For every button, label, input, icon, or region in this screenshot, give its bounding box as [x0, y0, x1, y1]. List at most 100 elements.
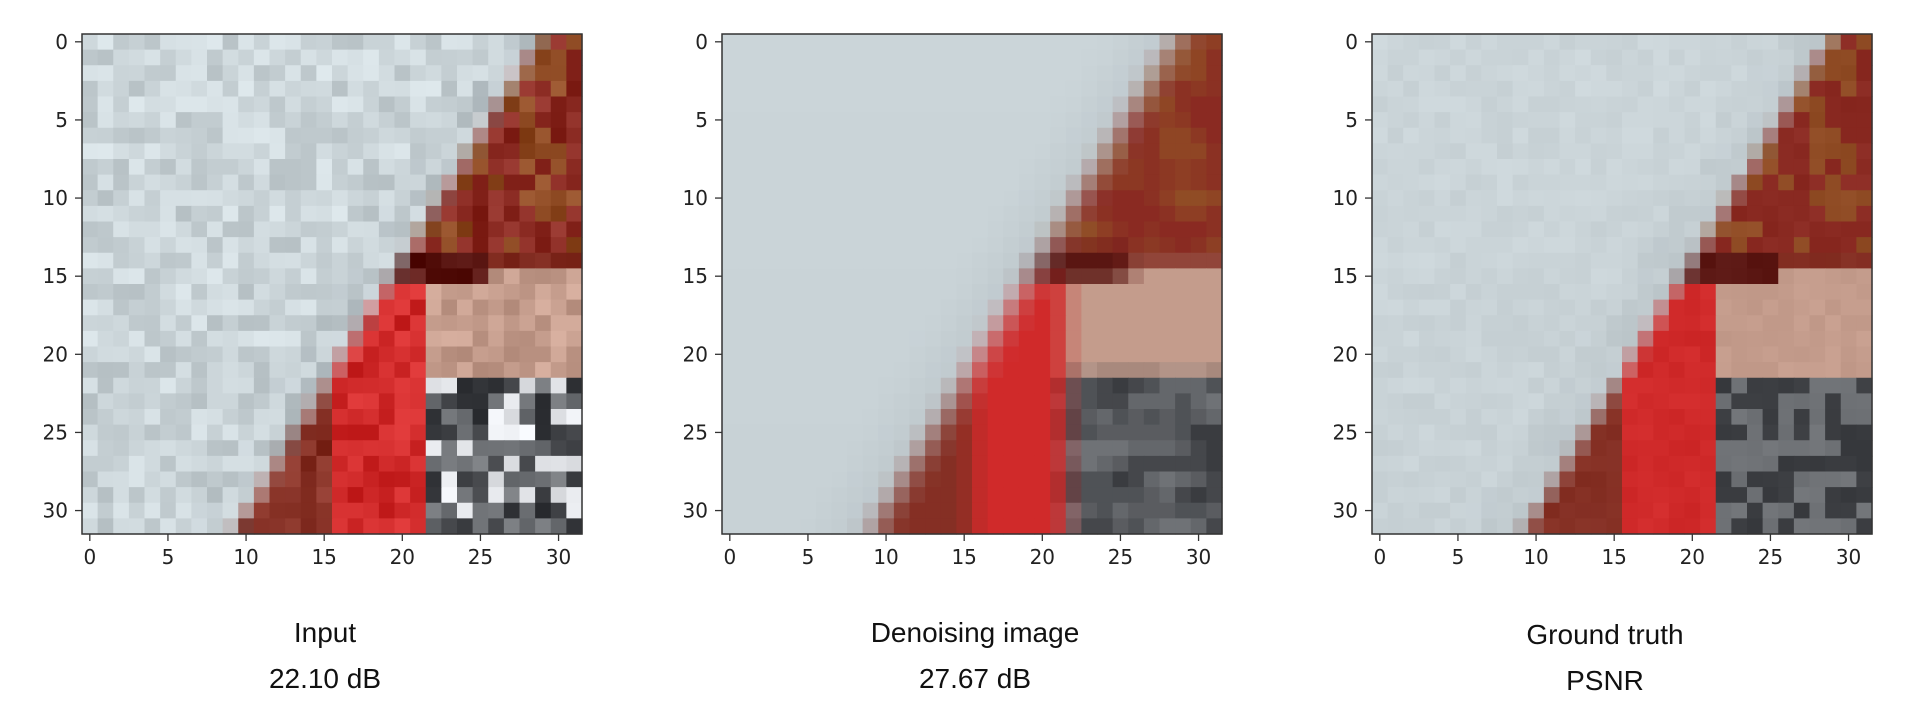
image-pixel [800, 472, 816, 488]
image-pixel [1763, 315, 1779, 331]
image-pixel [1497, 487, 1513, 503]
y-tick-label: 5 [55, 108, 68, 132]
image-pixel [191, 503, 207, 519]
image-pixel [956, 347, 972, 363]
image-pixel [1747, 50, 1763, 66]
image-pixel [1606, 190, 1622, 206]
image-pixel [1544, 268, 1560, 284]
image-pixel [769, 503, 785, 519]
x-tick-label: 10 [1523, 545, 1548, 569]
image-pixel [1528, 50, 1544, 66]
image-pixel [1560, 409, 1576, 425]
image-pixel [1097, 503, 1113, 519]
image-pixel [1066, 143, 1082, 159]
image-pixel [395, 347, 411, 363]
image-pixel [1606, 81, 1622, 97]
image-pixel [363, 128, 379, 144]
image-pixel [223, 362, 239, 378]
image-pixel [878, 487, 894, 503]
image-pixel [285, 347, 301, 363]
image-pixel [847, 409, 863, 425]
image-pixel [847, 440, 863, 456]
image-pixel [1731, 518, 1747, 534]
image-pixel [1794, 315, 1810, 331]
image-pixel [1450, 518, 1466, 534]
image-pixel [1097, 284, 1113, 300]
image-pixel [176, 487, 192, 503]
image-pixel [785, 378, 801, 394]
image-pixel [1035, 175, 1051, 191]
image-pixel [426, 128, 442, 144]
image-pixel [831, 331, 847, 347]
image-pixel [1206, 128, 1222, 144]
image-pixel [457, 34, 473, 50]
image-pixel [1560, 253, 1576, 269]
image-pixel [722, 222, 738, 238]
image-pixel [1050, 347, 1066, 363]
image-pixel [738, 409, 754, 425]
image-pixel [1778, 425, 1794, 441]
image-pixel [1747, 503, 1763, 519]
image-pixel [1513, 206, 1529, 222]
image-pixel [1825, 175, 1841, 191]
image-pixel [1481, 300, 1497, 316]
image-pixel [910, 440, 926, 456]
image-pixel [769, 300, 785, 316]
image-pixel [426, 347, 442, 363]
image-pixel [1591, 487, 1607, 503]
image-pixel [1191, 378, 1207, 394]
image-pixel [753, 347, 769, 363]
image-pixel [1450, 300, 1466, 316]
image-pixel [1575, 190, 1591, 206]
image-pixel [1794, 206, 1810, 222]
image-pixel [1810, 347, 1826, 363]
image-pixel [972, 253, 988, 269]
image-pixel [473, 331, 489, 347]
image-pixel [1560, 81, 1576, 97]
image-pixel [1050, 253, 1066, 269]
image-pixel [925, 347, 941, 363]
image-pixel [160, 284, 176, 300]
image-pixel [1191, 190, 1207, 206]
image-pixel [316, 190, 332, 206]
image-pixel [270, 300, 286, 316]
image-pixel [1638, 347, 1654, 363]
image-pixel [1700, 362, 1716, 378]
image-pixel [82, 425, 98, 441]
image-pixel [1747, 206, 1763, 222]
image-pixel [863, 159, 879, 175]
image-pixel [301, 347, 317, 363]
image-pixel [1206, 487, 1222, 503]
image-pixel [894, 159, 910, 175]
image-pixel [1450, 190, 1466, 206]
image-pixel [1560, 347, 1576, 363]
image-pixel [1050, 65, 1066, 81]
image-pixel [1003, 268, 1019, 284]
image-pixel [82, 456, 98, 472]
image-pixel [1669, 425, 1685, 441]
image-pixel [1450, 222, 1466, 238]
image-pixel [1591, 50, 1607, 66]
image-pixel [956, 65, 972, 81]
image-pixel [551, 315, 567, 331]
image-pixel [301, 503, 317, 519]
image-pixel [863, 300, 879, 316]
image-pixel [363, 315, 379, 331]
image-pixel [1544, 128, 1560, 144]
image-pixel [1653, 503, 1669, 519]
image-pixel [910, 190, 926, 206]
image-pixel [1066, 347, 1082, 363]
image-pixel [176, 253, 192, 269]
image-pixel [1191, 206, 1207, 222]
image-pixel [1591, 222, 1607, 238]
image-pixel [566, 393, 582, 409]
image-pixel [910, 128, 926, 144]
image-pixel [863, 34, 879, 50]
image-pixel [270, 284, 286, 300]
image-pixel [1191, 456, 1207, 472]
image-pixel [956, 206, 972, 222]
image-pixel [1544, 159, 1560, 175]
image-pixel [160, 268, 176, 284]
image-pixel [301, 97, 317, 113]
image-pixel [113, 487, 129, 503]
